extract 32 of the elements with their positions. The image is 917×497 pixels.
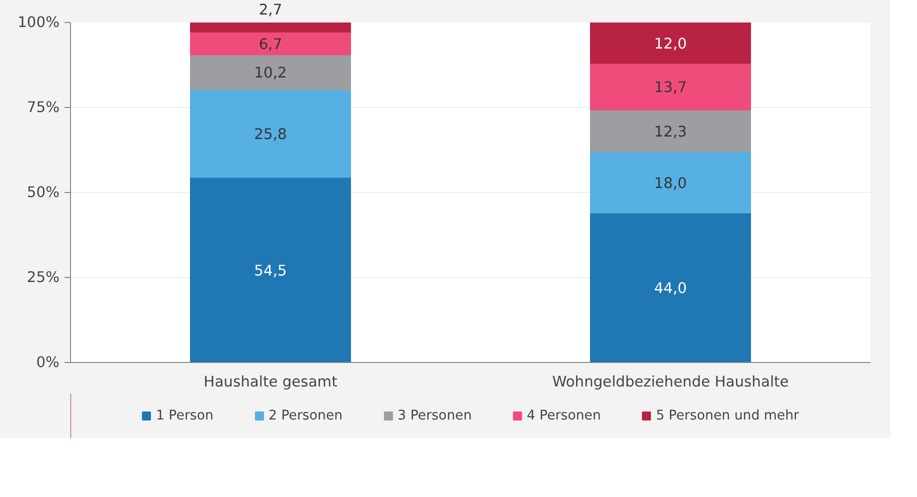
y-tick-label: 75% — [26, 99, 60, 116]
bar — [190, 176, 351, 362]
data-label: 6,7 — [258, 36, 282, 53]
bar — [190, 22, 351, 33]
data-label: 25,8 — [254, 126, 287, 143]
bar — [190, 88, 351, 178]
y-tick-label: 25% — [26, 269, 60, 286]
y-tick-label: 100% — [18, 14, 60, 31]
data-label: 13,7 — [654, 79, 687, 96]
data-label: 2,7 — [258, 2, 282, 18]
bar — [590, 22, 751, 64]
legend-label: 1 Person — [156, 408, 214, 423]
x-tick-label: Haushalte gesamt — [204, 374, 338, 390]
y-tick-label: 50% — [26, 184, 60, 201]
bar — [590, 212, 751, 362]
bar — [590, 62, 751, 110]
data-label: 12,3 — [654, 123, 687, 140]
legend-label: 5 Personen und mehr — [656, 408, 800, 423]
bar — [590, 109, 751, 152]
data-label: 12,0 — [654, 35, 687, 52]
data-label: 18,0 — [654, 174, 687, 192]
legend-label: 2 Personen — [268, 408, 343, 423]
bar — [190, 32, 351, 56]
bar — [190, 54, 351, 90]
data-label: 44,0 — [654, 280, 687, 298]
legend-label: 4 Personen — [526, 408, 601, 423]
data-label: 54,5 — [254, 262, 287, 280]
data-label: 10,2 — [254, 64, 287, 82]
legend-label: 3 Personen — [398, 408, 472, 423]
y-tick-label: 0% — [36, 354, 60, 371]
bar — [590, 151, 751, 214]
x-tick-label: Wohngeldbeziehende Haushalte — [552, 374, 789, 390]
